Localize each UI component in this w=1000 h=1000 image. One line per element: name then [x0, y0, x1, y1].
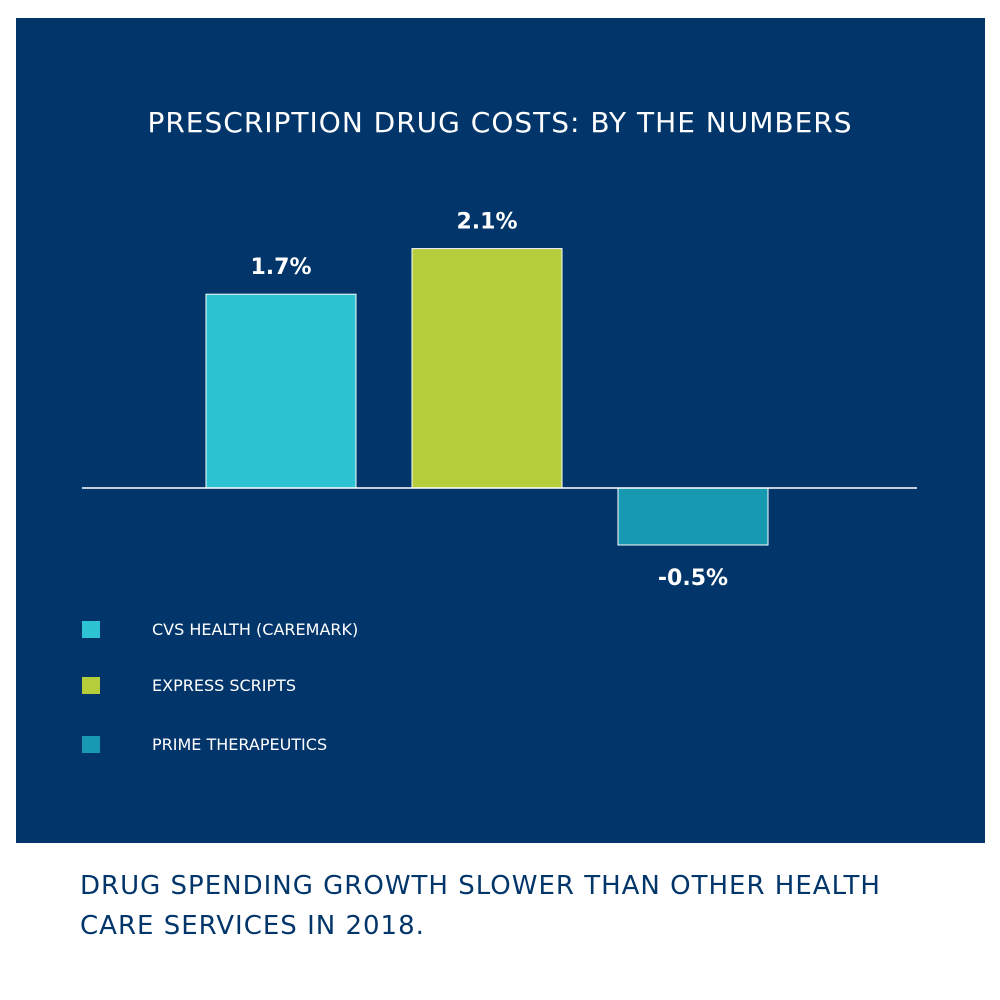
bar-value-label-1: 2.1% [456, 210, 517, 235]
legend-label: EXPRESS SCRIPTS [152, 676, 297, 695]
legend-swatch [82, 621, 100, 638]
bar-0 [205, 293, 357, 489]
bars-group [205, 248, 769, 546]
bar-value-label-2: -0.5% [658, 566, 728, 591]
legend-swatch [82, 677, 100, 694]
bar-2 [617, 487, 769, 546]
bar-value-label-0: 1.7% [250, 255, 311, 280]
legend-label: PRIME THERAPEUTICS [152, 735, 328, 754]
chart-caption: DRUG SPENDING GROWTH SLOWER THAN OTHER H… [80, 871, 881, 941]
legend-swatch [82, 736, 100, 753]
bar-labels-group: 1.7% 2.1% -0.5% [250, 210, 728, 591]
bar-1 [411, 248, 563, 489]
chart-title: PRESCRIPTION DRUG COSTS: BY THE NUMBERS [147, 106, 853, 139]
legend-label: CVS HEALTH (CAREMARK) [152, 620, 359, 639]
